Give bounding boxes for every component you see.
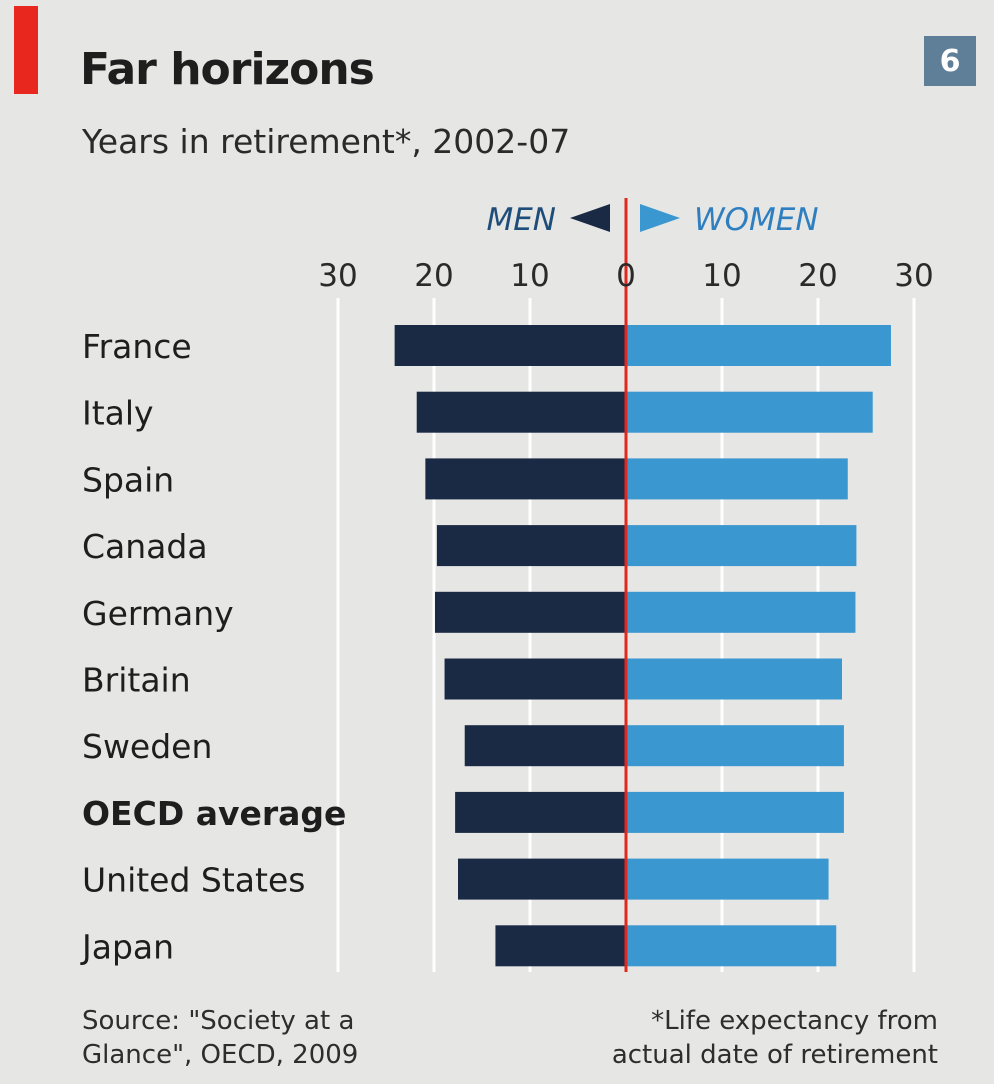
x-tick-label: 30 — [894, 258, 933, 294]
bar-women — [626, 591, 856, 633]
source-line-1: Source: "Society at a — [82, 1006, 355, 1036]
category-label: France — [82, 327, 192, 366]
category-labels: France Italy Spain Canada Germany Britain Swed… — [80, 327, 346, 966]
legend: MEN WOMEN — [486, 202, 818, 238]
x-tick-label: 10 — [702, 258, 741, 294]
bar-men — [394, 325, 626, 366]
bar-men — [455, 791, 626, 833]
source-note: Source: "Society at a Glance", OECD, 200… — [82, 1004, 358, 1072]
arrow-right-icon — [640, 204, 680, 232]
x-tick-label: 30 — [318, 258, 357, 294]
bar-women — [626, 658, 842, 700]
bar-women — [626, 791, 844, 833]
arrow-left-icon — [570, 204, 610, 232]
category-label: United States — [82, 861, 305, 900]
x-tick-labels: 30 20 10 0 10 20 30 — [318, 258, 933, 294]
bar-men — [458, 858, 626, 900]
bar-women — [626, 925, 837, 967]
legend-label-men: MEN — [486, 202, 556, 238]
bar-women — [626, 458, 848, 500]
source-line-2: Glance", OECD, 2009 — [82, 1040, 359, 1070]
bar-men — [436, 525, 626, 567]
category-label: Britain — [82, 661, 191, 700]
x-tick-label: 10 — [510, 258, 549, 294]
chart-subtitle: Years in retirement*, 2002-07 — [82, 122, 571, 161]
bar-men — [416, 391, 626, 433]
bar-men — [425, 458, 626, 500]
footnote: *Life expectancy from actual date of ret… — [612, 1004, 938, 1072]
x-tick-label: 20 — [798, 258, 837, 294]
red-accent-bar — [14, 6, 38, 94]
category-label: Canada — [82, 527, 208, 566]
bar-women — [626, 325, 891, 366]
bar-women — [626, 858, 829, 900]
legend-label-women: WOMEN — [694, 202, 819, 238]
chart-number-badge: 6 — [924, 36, 976, 86]
category-label: Germany — [82, 594, 234, 633]
bar-men — [464, 725, 626, 767]
footnote-line-1: *Life expectancy from — [651, 1006, 938, 1036]
bar-women — [626, 391, 873, 433]
bar-women — [626, 725, 844, 767]
bar-men — [444, 658, 626, 700]
category-label: Sweden — [82, 727, 212, 766]
bar-women — [626, 525, 857, 567]
category-label: Spain — [82, 460, 174, 499]
bar-men — [434, 591, 626, 633]
bars — [394, 325, 891, 967]
category-label: OECD average — [82, 794, 346, 833]
category-label: Italy — [82, 394, 154, 433]
x-tick-label: 0 — [616, 258, 636, 294]
footnote-line-2: actual date of retirement — [611, 1040, 938, 1070]
bar-men — [495, 925, 626, 967]
category-label: Japan — [80, 927, 174, 966]
x-tick-label: 20 — [414, 258, 453, 294]
chart-title: Far horizons — [80, 44, 375, 95]
